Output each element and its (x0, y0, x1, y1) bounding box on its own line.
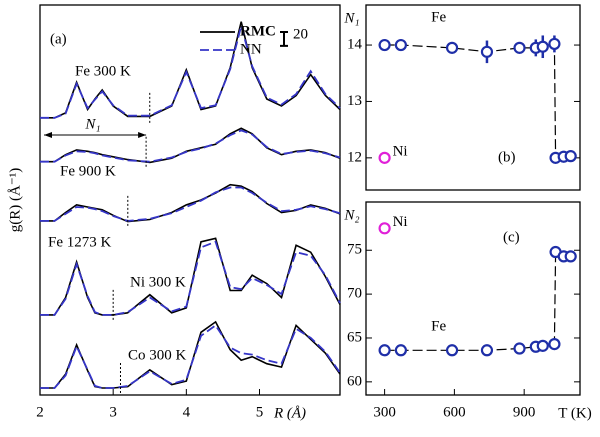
y-axis-label: N₂ (343, 207, 359, 223)
point (548, 37, 561, 51)
rmc-curve (40, 127, 341, 164)
x-tick-label: 4 (183, 404, 191, 420)
point (480, 45, 494, 58)
point (394, 38, 407, 52)
point (445, 344, 459, 357)
panel-label: (c) (503, 229, 520, 245)
x-tick-label: 5 (256, 404, 264, 420)
point (378, 151, 391, 164)
x-axis-label: T (K) (558, 405, 591, 421)
y-axis-label: N₁ (343, 10, 359, 26)
y-tick-label: 12 (347, 149, 362, 165)
y-tick-label: 60 (347, 373, 362, 389)
point (513, 41, 526, 54)
nn-curve (40, 186, 341, 222)
curve-label: Ni 300 K (130, 274, 186, 290)
x-tick-label: 300 (373, 404, 396, 420)
plot-frame (365, 201, 581, 396)
curve-label: Co 300 K (128, 347, 187, 363)
point (564, 150, 577, 163)
point (536, 339, 549, 352)
point (564, 250, 577, 263)
series-label: Fe (431, 318, 446, 334)
point (513, 342, 526, 355)
series-label: Ni (393, 214, 408, 230)
curve-label: Fe 1273 K (48, 234, 112, 250)
y-axis-label: g(R) (Å⁻¹) (7, 168, 23, 232)
plot-frame (39, 4, 341, 396)
x-tick-label: 2 (36, 404, 44, 420)
y-tick-label: 65 (347, 329, 362, 345)
point (394, 344, 407, 357)
panel-label: (b) (498, 149, 516, 165)
y-tick-label: 70 (347, 286, 362, 302)
nn-curve (40, 240, 341, 316)
point (536, 40, 549, 53)
x-axis-label: R (Å) (273, 405, 306, 421)
connect-line (384, 250, 571, 351)
nn-curve (40, 129, 341, 163)
x-tick-label: 600 (443, 404, 466, 420)
curve-label: Fe 300 K (75, 63, 131, 79)
nn-curve (40, 324, 341, 389)
y-tick-label: 14 (347, 36, 363, 52)
curve-label: Fe 900 K (60, 163, 116, 179)
legend-label: RMC (240, 23, 276, 39)
range-label: N₁ (84, 116, 100, 132)
point (378, 38, 391, 52)
plot-frame (365, 4, 581, 191)
y-tick-label: 75 (347, 242, 362, 258)
x-tick-label: 900 (513, 404, 536, 420)
series-label: Ni (393, 143, 408, 159)
scale-bar (280, 31, 288, 47)
point (445, 41, 459, 54)
legend-label: NN (240, 41, 262, 57)
point (480, 344, 494, 357)
point (378, 344, 391, 357)
scale-label: 20 (293, 26, 308, 42)
x-tick-label: 3 (109, 404, 117, 420)
connect-line (384, 43, 571, 159)
point (378, 222, 391, 235)
series-label: Fe (431, 9, 446, 25)
rmc-curve (40, 183, 341, 223)
point (548, 338, 561, 351)
panel-label: (a) (50, 31, 67, 47)
nn-curve (40, 22, 341, 119)
y-tick-label: 13 (347, 93, 362, 109)
